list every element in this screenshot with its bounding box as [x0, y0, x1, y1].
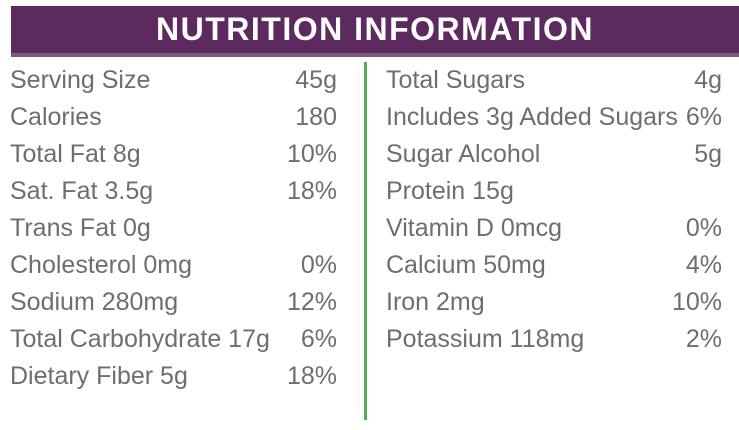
nutrient-label: Vitamin D 0mcg [386, 214, 562, 242]
nutrient-label: Cholesterol 0mg [10, 251, 193, 279]
row-calcium: Calcium 50mg 4% [386, 247, 722, 284]
nutrient-value: 18% [286, 362, 337, 390]
nutrient-label: Sat. Fat 3.5g [10, 177, 154, 205]
nutrient-label: Potassium 118mg [386, 325, 585, 353]
header-bar: NUTRITION INFORMATION [11, 6, 739, 57]
nutrient-value: 4g [694, 66, 722, 94]
row-calories: Calories 180 [10, 99, 337, 136]
row-iron: Iron 2mg 10% [386, 284, 722, 321]
nutrient-label: Total Fat 8g [10, 140, 141, 168]
row-total-carbohydrate: Total Carbohydrate 17g 6% [10, 321, 337, 358]
row-potassium: Potassium 118mg 2% [386, 321, 722, 358]
row-dietary-fiber: Dietary Fiber 5g 18% [10, 358, 337, 395]
nutrient-value: 6% [685, 103, 722, 131]
nutrient-label: Includes 3g Added Sugars [386, 103, 678, 131]
nutrient-label: Total Carbohydrate 17g [10, 325, 270, 353]
nutrient-value: 18% [286, 177, 337, 205]
nutrient-value: 10% [286, 140, 337, 168]
nutrient-label: Calcium 50mg [386, 251, 546, 279]
nutrient-value: 4% [685, 251, 722, 279]
row-trans-fat: Trans Fat 0g [10, 210, 337, 247]
nutrient-value: 2% [685, 325, 722, 353]
row-cholesterol: Cholesterol 0mg 0% [10, 247, 337, 284]
nutrient-label: Sodium 280mg [10, 288, 179, 316]
left-column: Serving Size 45g Calories 180 Total Fat … [10, 62, 337, 420]
nutrient-value: 10% [671, 288, 722, 316]
nutrient-label: Dietary Fiber 5g [10, 362, 188, 390]
row-total-sugars: Total Sugars 4g [386, 62, 722, 99]
row-sat-fat: Sat. Fat 3.5g 18% [10, 173, 337, 210]
nutrient-value: 12% [286, 288, 337, 316]
row-sodium: Sodium 280mg 12% [10, 284, 337, 321]
green-divider [364, 62, 367, 420]
nutrient-value: 0% [685, 214, 722, 242]
nutrient-value: 0% [300, 251, 337, 279]
nutrient-label: Serving Size [10, 66, 151, 94]
nutrient-value: 6% [300, 325, 337, 353]
row-added-sugars: Includes 3g Added Sugars 6% [386, 99, 722, 136]
row-serving-size: Serving Size 45g [10, 62, 337, 99]
nutrient-label: Sugar Alcohol [386, 140, 541, 168]
nutrient-label: Trans Fat 0g [10, 214, 151, 242]
nutrient-label: Total Sugars [386, 66, 525, 94]
row-protein: Protein 15g [386, 173, 722, 210]
nutrient-value: 180 [295, 103, 337, 131]
page-title: NUTRITION INFORMATION [156, 11, 594, 47]
nutrient-label: Calories [10, 103, 102, 131]
nutrient-label: Iron 2mg [386, 288, 485, 316]
row-vitamin-d: Vitamin D 0mcg 0% [386, 210, 722, 247]
nutrient-label: Protein 15g [386, 177, 514, 205]
nutrient-value: 45g [295, 66, 337, 94]
nutrition-content: Serving Size 45g Calories 180 Total Fat … [0, 62, 739, 420]
row-total-fat: Total Fat 8g 10% [10, 136, 337, 173]
right-column: Total Sugars 4g Includes 3g Added Sugars… [386, 62, 722, 420]
row-sugar-alcohol: Sugar Alcohol 5g [386, 136, 722, 173]
nutrient-value: 5g [694, 140, 722, 168]
